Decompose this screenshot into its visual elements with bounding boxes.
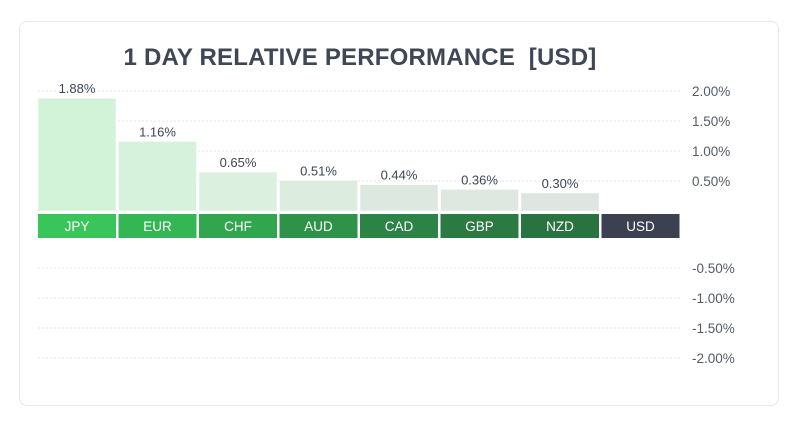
bars	[37, 97, 600, 212]
category-label-usd: USD	[626, 219, 655, 234]
category-box-cad	[360, 214, 438, 238]
y-tick-label: 1.00%	[692, 144, 730, 159]
y-tick-label: -0.50%	[692, 261, 735, 276]
category-label-cad: CAD	[385, 219, 414, 234]
category-label-eur: EUR	[143, 219, 172, 234]
chart-title: 1 DAY RELATIVE PERFORMANCE [USD]	[123, 44, 597, 71]
category-label-chf: CHF	[224, 219, 252, 234]
category-label-gbp: GBP	[465, 219, 494, 234]
chart-card	[19, 21, 779, 406]
category-box-gbp	[440, 214, 519, 238]
data-label-aud: 0.51%	[300, 163, 337, 178]
y-tick-label: 2.00%	[692, 84, 730, 99]
bar-chf	[198, 171, 278, 212]
data-label-jpy: 1.88%	[59, 81, 96, 96]
category-box-jpy	[38, 214, 116, 238]
data-label-cad: 0.44%	[381, 168, 418, 183]
category-box-aud	[279, 214, 358, 238]
category-box-usd	[601, 214, 680, 238]
data-label-chf: 0.65%	[220, 155, 257, 170]
bar-cad	[359, 184, 439, 212]
category-box-eur	[118, 214, 197, 238]
y-tick-label: -1.00%	[692, 291, 735, 306]
y-tick-label: 0.50%	[692, 174, 730, 189]
y-tick-label: 1.50%	[692, 114, 730, 129]
y-tick-label: -2.00%	[692, 351, 735, 366]
data-label-gbp: 0.36%	[461, 172, 498, 187]
bar-jpy	[37, 97, 117, 212]
bar-eur	[118, 141, 197, 212]
y-tick-label: -1.50%	[692, 321, 735, 336]
category-box-nzd	[521, 214, 599, 238]
data-label-eur: 1.16%	[139, 124, 176, 139]
category-labels: JPY EUR CHF AUD CAD GBP NZD USD	[38, 214, 680, 238]
bar-aud	[279, 180, 358, 212]
y-axis-ticks: 2.00% 1.50% 1.00% 0.50% -0.50% -1.00% -1.50% -2…	[692, 84, 735, 366]
bar-nzd	[520, 192, 600, 212]
category-box-chf	[199, 214, 277, 238]
gridlines	[38, 90, 682, 359]
data-labels: 1.88% 1.16% 0.65% 0.51% 0.44% 0.36% 0.30%	[59, 81, 579, 191]
category-label-aud: AUD	[304, 219, 333, 234]
category-label-jpy: JPY	[65, 219, 90, 234]
data-label-nzd: 0.30%	[542, 176, 579, 191]
bar-gbp	[440, 189, 519, 212]
category-label-nzd: NZD	[546, 219, 574, 234]
